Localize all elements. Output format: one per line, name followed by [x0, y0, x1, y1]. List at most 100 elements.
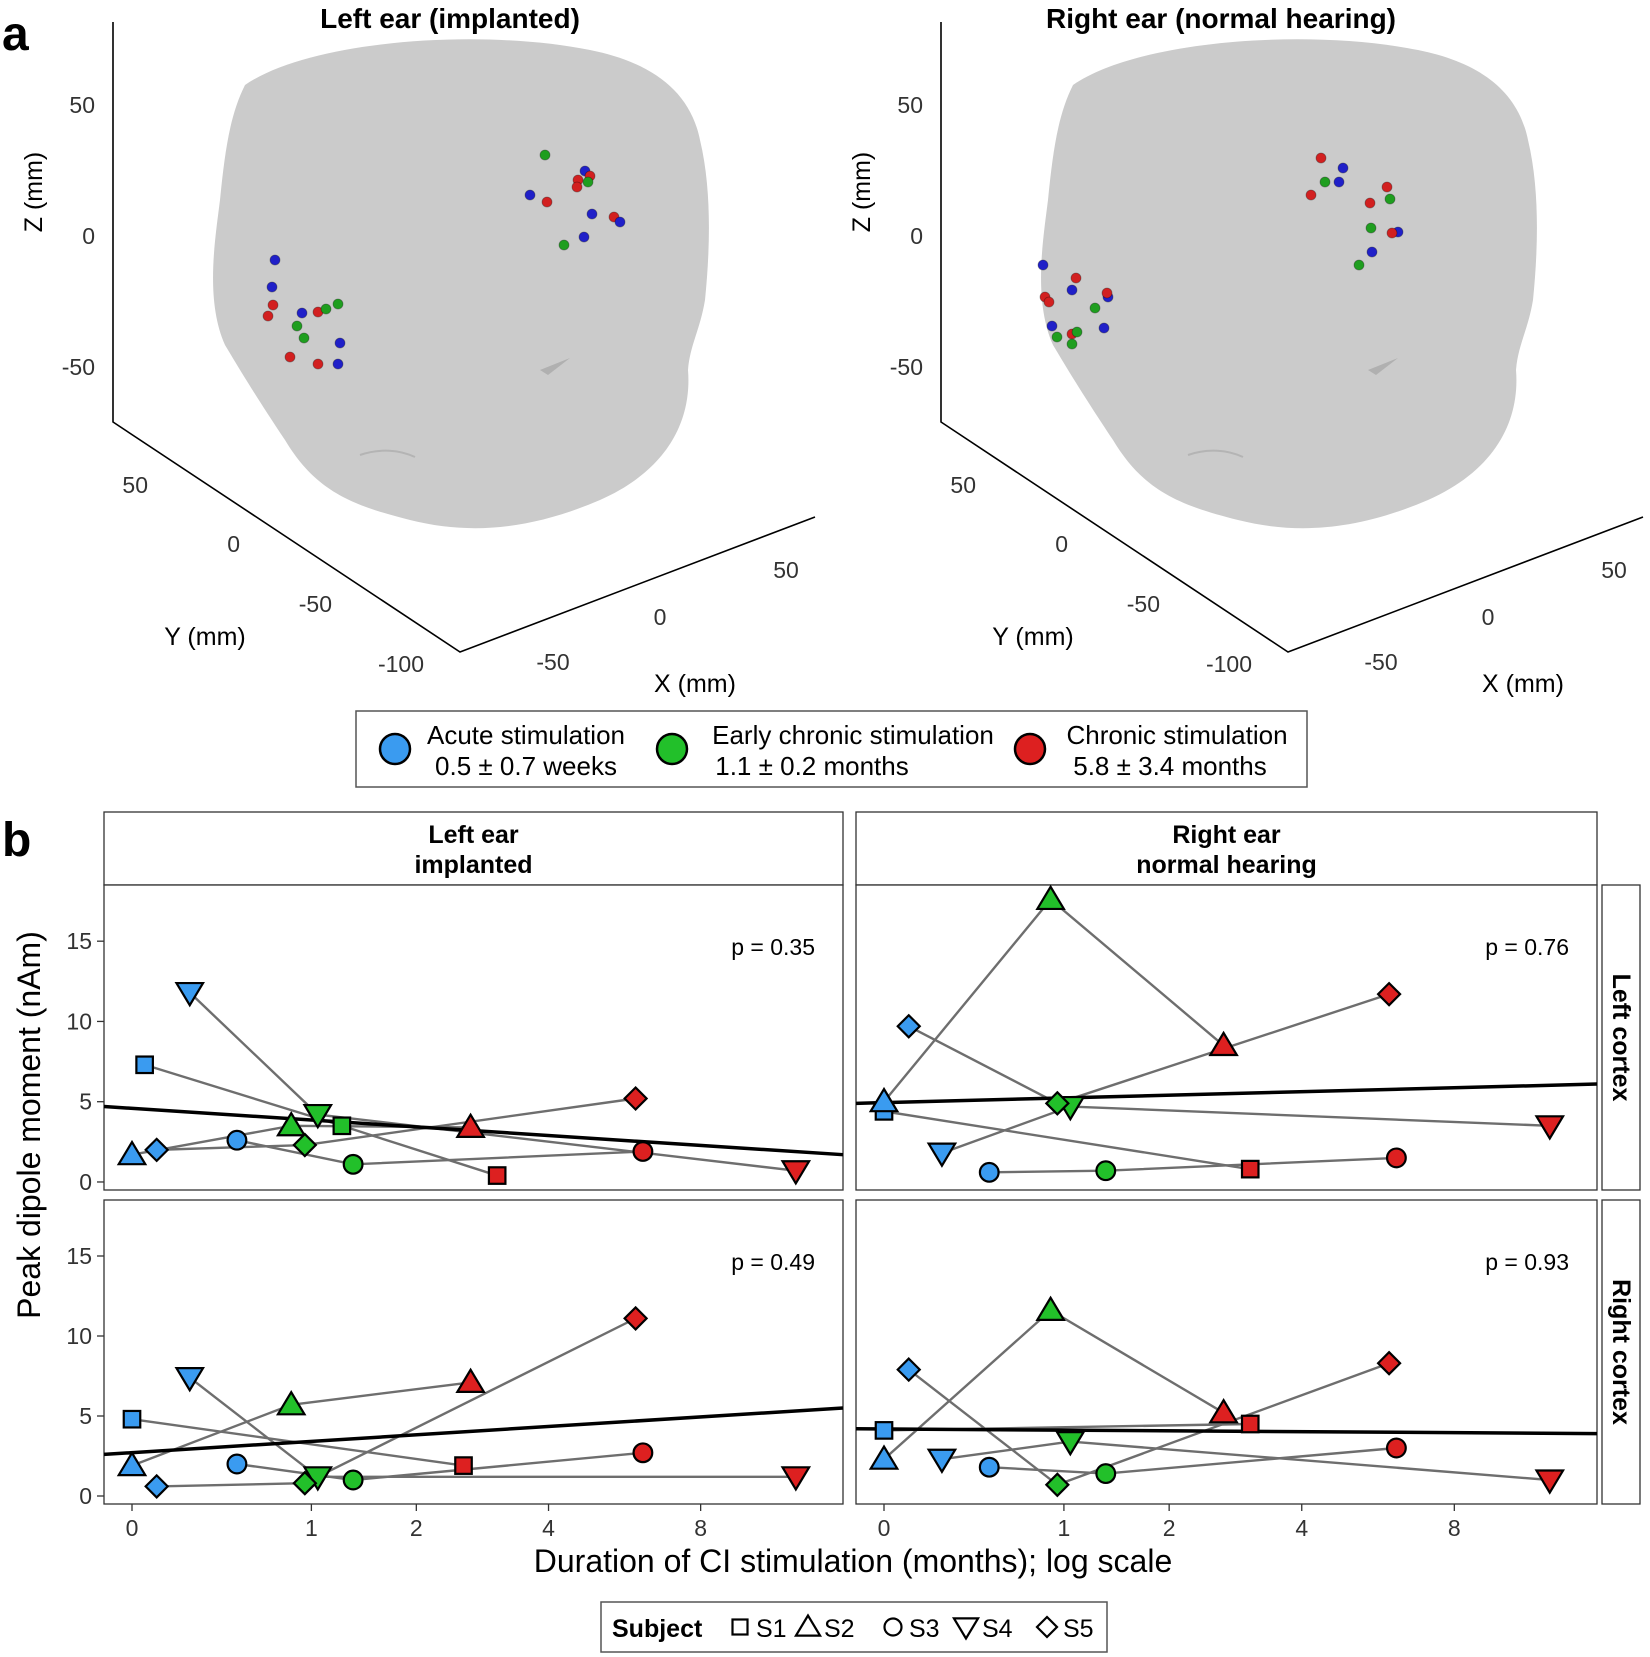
legend-subject-label: S5 — [1063, 1615, 1094, 1643]
head-fold — [1368, 358, 1398, 375]
column-strip-label: implanted — [414, 851, 532, 879]
legend-early-label: Early chronic stimulation — [712, 720, 994, 750]
y-tick: 50 — [122, 472, 148, 498]
y-tick-label: 10 — [66, 1323, 92, 1349]
dipole-dot — [298, 332, 310, 344]
dipole-dot — [1353, 259, 1365, 271]
panel-a-brain-plots: Left ear (implanted) 50 0 -50 Z (mm) 50 … — [20, 3, 1644, 788]
data-point-s3 — [1385, 1437, 1407, 1459]
regression-line — [855, 1427, 1598, 1436]
x-tick-label: 4 — [542, 1515, 555, 1541]
dipole-dot — [1046, 320, 1058, 332]
legend-shape-s4 — [951, 1617, 981, 1641]
dipole-dots-left — [262, 149, 626, 370]
p-value-label: p = 0.93 — [1485, 1249, 1569, 1275]
head-fold — [359, 449, 416, 458]
x-tick-label: 0 — [878, 1515, 891, 1541]
dipole-dot — [541, 196, 553, 208]
p-value-label: p = 0.76 — [1485, 934, 1569, 960]
dipole-dot — [1051, 331, 1063, 343]
data-point-s5 — [1376, 1350, 1402, 1376]
dipole-dot — [1098, 322, 1110, 334]
subject-legend-title: Subject — [612, 1615, 703, 1643]
data-point-s2 — [1208, 1398, 1239, 1424]
data-point-s3 — [978, 1456, 1000, 1478]
data-point-s5 — [144, 1137, 170, 1163]
data-point-s3 — [632, 1141, 654, 1162]
data-point-s2 — [275, 1111, 307, 1137]
column-strip-label: Left ear — [428, 821, 519, 849]
z-axis-label: Z (mm) — [20, 152, 48, 233]
z-tick: 50 — [69, 92, 95, 118]
dipole-dot — [1366, 246, 1378, 258]
dipole-dot — [267, 299, 279, 311]
subject-legend-box — [600, 1601, 1108, 1653]
y-tick: 0 — [227, 531, 240, 557]
y-axis-title: Peak dipole moment (nAm) — [11, 931, 47, 1319]
data-point-s3 — [226, 1453, 248, 1475]
facet-panel: 0 1 2 4 8 p = 0.93 — [855, 1199, 1598, 1541]
data-point-s4 — [926, 1448, 958, 1474]
legend-subject-label: S1 — [756, 1615, 787, 1643]
legend-shape-s2 — [793, 1613, 823, 1637]
y-tick: 50 — [950, 472, 976, 498]
legend-chronic-swatch — [1013, 732, 1047, 766]
x-axis-title: Duration of CI stimulation (months); log… — [534, 1543, 1172, 1579]
dipole-dot — [332, 298, 344, 310]
legend-subject-label: S2 — [824, 1615, 855, 1643]
dipole-dot — [1333, 176, 1345, 188]
column-strip — [855, 811, 1598, 886]
dipole-dot — [1337, 162, 1349, 174]
data-point-s4 — [302, 1103, 334, 1130]
dipole-dot — [291, 320, 303, 332]
z-tick: 0 — [82, 223, 95, 249]
data-point-s4 — [780, 1160, 812, 1186]
y-tick: -100 — [1206, 651, 1252, 677]
dipole-dot — [1066, 338, 1078, 350]
legend-shape-s3 — [883, 1617, 903, 1637]
column-strip-label: normal hearing — [1136, 851, 1317, 879]
facet-panel: 0 5 10 15 p = 0.35 — [66, 884, 844, 1195]
dipole-dot — [296, 307, 308, 319]
legend-shape-s5 — [1035, 1615, 1059, 1639]
dipole-dot — [582, 176, 594, 188]
data-point-s2 — [1035, 1295, 1066, 1321]
data-point-s4 — [1534, 1469, 1565, 1495]
dipole-dot — [558, 239, 570, 251]
data-point-s1 — [454, 1456, 473, 1475]
x-tick-label: 8 — [694, 1515, 707, 1541]
dipole-dot — [1381, 181, 1393, 193]
z-tick: 0 — [910, 223, 923, 249]
data-point-s1 — [1240, 1414, 1260, 1434]
x-tick-label: 2 — [1163, 1515, 1176, 1541]
data-point-s3 — [1095, 1160, 1117, 1182]
row-strip-label: Left cortex — [1607, 974, 1635, 1102]
x-axis-label: X (mm) — [654, 670, 736, 698]
z-tick: -50 — [890, 354, 923, 380]
x-tick-label: 1 — [305, 1515, 318, 1541]
dipole-dot — [1305, 189, 1317, 201]
head-plot-right-title: Right ear (normal hearing) — [1046, 3, 1396, 34]
x-tick: -50 — [1364, 649, 1397, 675]
head-fold — [540, 358, 570, 375]
dipole-dot — [1043, 296, 1055, 308]
row-strip-label: Right cortex — [1607, 1279, 1635, 1425]
y-tick-label: 0 — [79, 1169, 92, 1195]
data-point-s4 — [1534, 1115, 1565, 1141]
dipole-dot — [614, 216, 626, 228]
axes-3d — [940, 22, 1644, 653]
facet-panel: 0 5 10 15 0 1 2 4 8 p = 0.49 — [66, 1199, 844, 1541]
x-tick-label: 8 — [1448, 1515, 1461, 1541]
legend-early-value: 1.1 ± 0.2 months — [715, 751, 909, 781]
data-point-s5 — [144, 1473, 170, 1499]
subject-legend: Subject S1 S2 S3 S4 S5 — [600, 1601, 1108, 1653]
y-tick-label: 5 — [79, 1403, 92, 1429]
data-point-s1 — [332, 1116, 352, 1136]
data-point-s4 — [926, 1142, 958, 1168]
p-value-label: p = 0.35 — [731, 934, 815, 960]
y-tick: -50 — [1127, 591, 1160, 617]
data-point-s5 — [623, 1305, 649, 1331]
dipole-dot — [1037, 259, 1049, 271]
